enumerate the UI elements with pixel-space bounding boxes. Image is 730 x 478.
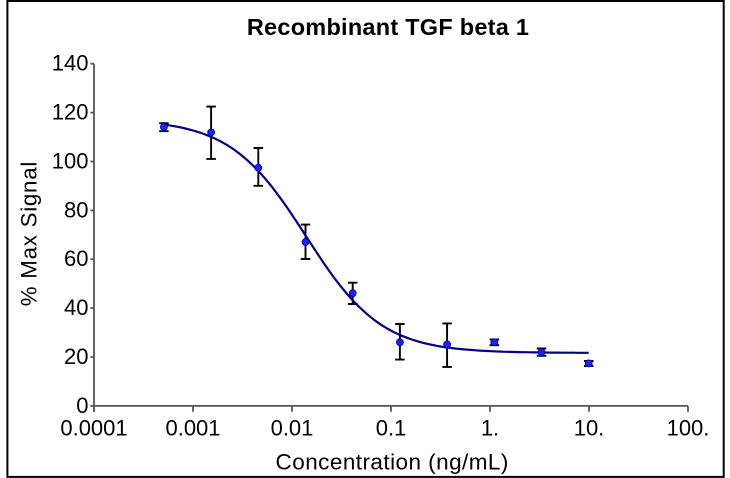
svg-text:140: 140	[52, 51, 89, 76]
svg-text:0.01: 0.01	[271, 416, 314, 441]
svg-text:40: 40	[64, 295, 88, 320]
svg-text:0.001: 0.001	[165, 416, 220, 441]
svg-text:0.0001: 0.0001	[60, 416, 127, 441]
svg-text:0: 0	[76, 393, 88, 418]
svg-text:100.: 100.	[667, 416, 710, 441]
svg-text:Concentration (ng/mL): Concentration (ng/mL)	[276, 449, 509, 474]
svg-text:20: 20	[64, 344, 88, 369]
svg-text:1.: 1.	[481, 416, 499, 441]
svg-text:10.: 10.	[574, 416, 605, 441]
svg-text:100: 100	[52, 149, 89, 174]
svg-text:80: 80	[64, 197, 88, 222]
svg-text:60: 60	[64, 246, 88, 271]
svg-text:Recombinant TGF beta 1: Recombinant TGF beta 1	[247, 14, 529, 40]
svg-text:0.1: 0.1	[376, 416, 407, 441]
svg-text:% Max Signal: % Max Signal	[17, 161, 42, 306]
svg-text:120: 120	[52, 100, 89, 125]
